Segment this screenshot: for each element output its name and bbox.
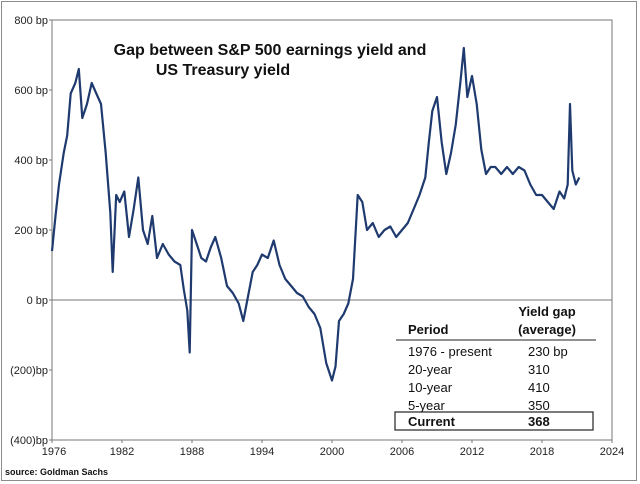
- series-line-yield-gap: [50, 46, 581, 382]
- y-axis: 800 bp 600 bp 400 bp 200 bp 0 bp (200)bp (400)…: [10, 15, 52, 447]
- y-tick-label: 400 bp: [14, 155, 48, 167]
- chart-title-line1: Gap between S&P 500 earnings yield and: [114, 42, 427, 59]
- y-tick-label: 0 bp: [27, 295, 48, 307]
- source-note: source: Goldman Sachs: [5, 467, 108, 477]
- table-row-period: 1976 - present: [408, 344, 492, 359]
- table-period-header: Period: [408, 322, 449, 337]
- table-row-period: 20-year: [408, 362, 453, 377]
- x-axis: 1976 1982 1988 1994 2000 2006 2012 2018 2024: [42, 440, 624, 458]
- y-tick-label: (400)bp: [10, 435, 48, 447]
- y-tick-label: 800 bp: [14, 15, 48, 27]
- current-label: Current: [408, 414, 456, 429]
- x-tick-label: 2018: [530, 446, 554, 458]
- table-row-value: 230 bp: [528, 344, 568, 359]
- table-rows: 1976 - present 230 bp 20-year 310 10-year 410…: [408, 344, 568, 413]
- table-header-line2: (average): [518, 322, 576, 337]
- yield-gap-table: Yield gap (average) Period 1976 - presen…: [394, 304, 596, 431]
- x-tick-label: 2000: [320, 446, 344, 458]
- x-tick-label: 1988: [180, 446, 204, 458]
- y-tick-label: (200)bp: [10, 365, 48, 377]
- x-tick-label: 1982: [110, 446, 134, 458]
- x-tick-label: 1976: [42, 446, 66, 458]
- table-header-line1: Yield gap: [518, 304, 575, 319]
- table-row-period: 5-year: [408, 398, 446, 413]
- current-value: 368: [528, 414, 550, 429]
- x-tick-label: 2012: [460, 446, 484, 458]
- current-row-box: [394, 411, 594, 431]
- y-tick-label: 600 bp: [14, 85, 48, 97]
- chart-title-line2: US Treasury yield: [156, 62, 290, 79]
- table-row-period: 10-year: [408, 380, 453, 395]
- table-row-value: 410: [528, 380, 550, 395]
- x-tick-label: 1994: [250, 446, 274, 458]
- table-row-value: 310: [528, 362, 550, 377]
- y-tick-label: 200 bp: [14, 225, 48, 237]
- x-tick-label: 2024: [600, 446, 624, 458]
- x-tick-label: 2006: [390, 446, 414, 458]
- table-row-value: 350: [528, 398, 550, 413]
